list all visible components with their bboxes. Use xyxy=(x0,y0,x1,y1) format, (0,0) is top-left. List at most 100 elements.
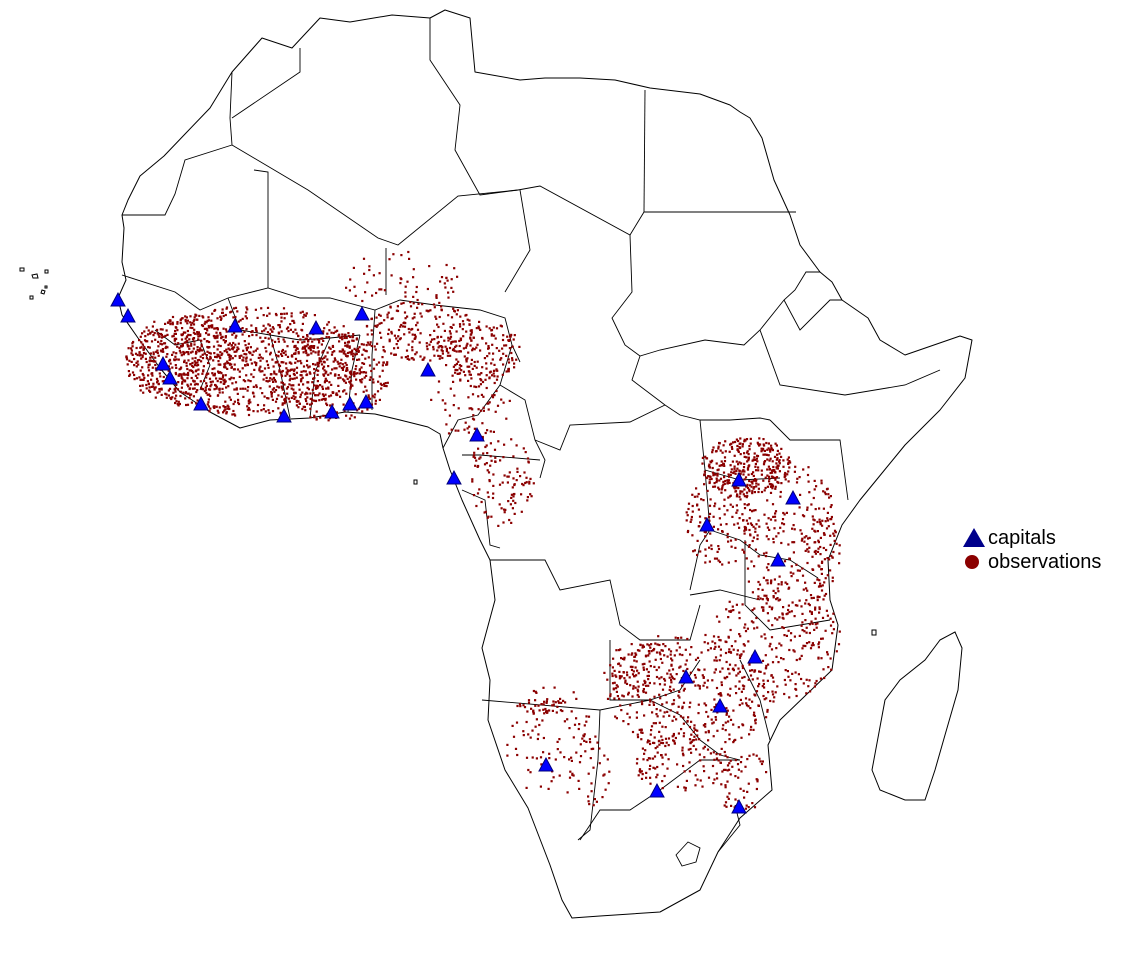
observation-point xyxy=(761,598,764,601)
observation-point xyxy=(399,282,402,285)
observation-point xyxy=(780,644,783,647)
observation-point xyxy=(161,348,164,351)
observation-point xyxy=(677,694,680,697)
observation-point xyxy=(581,737,584,740)
observation-point xyxy=(823,558,826,561)
observation-point xyxy=(272,376,275,380)
observation-point xyxy=(289,323,292,326)
observation-point xyxy=(487,495,490,499)
observation-point xyxy=(353,375,356,378)
observation-point xyxy=(458,372,462,375)
observation-point xyxy=(603,754,606,757)
observation-point xyxy=(767,691,770,694)
observation-point xyxy=(687,529,690,533)
observation-point xyxy=(259,370,262,373)
observation-point xyxy=(223,382,226,385)
observation-point xyxy=(222,314,225,318)
observation-point xyxy=(312,399,315,402)
observation-point xyxy=(747,782,750,785)
observation-point xyxy=(182,331,185,334)
observation-point xyxy=(467,431,470,434)
observation-point xyxy=(742,789,745,792)
observation-point xyxy=(425,345,429,348)
observation-point xyxy=(506,335,509,338)
observation-point xyxy=(205,373,208,376)
observation-point xyxy=(236,310,239,313)
observation-point xyxy=(778,616,781,619)
observation-point xyxy=(800,654,803,657)
observation-point xyxy=(503,344,506,347)
observation-point xyxy=(501,373,504,376)
observation-point xyxy=(275,354,278,357)
observation-point xyxy=(471,478,474,481)
observation-point xyxy=(510,438,513,441)
observation-point xyxy=(720,783,723,786)
observation-point xyxy=(698,753,701,756)
observation-point xyxy=(738,680,741,683)
observation-point xyxy=(735,674,738,677)
observation-point xyxy=(425,309,428,312)
observation-point xyxy=(670,663,673,666)
observation-point xyxy=(343,336,346,340)
observation-point xyxy=(134,352,138,355)
observation-point xyxy=(661,742,665,745)
observation-point xyxy=(441,350,444,353)
observation-point xyxy=(201,357,205,360)
observation-point xyxy=(698,515,702,518)
observation-point xyxy=(735,495,738,498)
observation-point xyxy=(224,328,228,331)
observation-point xyxy=(671,719,674,722)
observation-point xyxy=(643,662,646,665)
observation-point xyxy=(174,364,177,367)
observation-point xyxy=(214,336,217,339)
observation-point xyxy=(299,374,302,377)
observation-point xyxy=(552,700,555,703)
observation-point xyxy=(690,740,693,743)
observation-point xyxy=(718,659,721,662)
observation-point xyxy=(405,349,409,352)
observation-point xyxy=(678,653,681,656)
observation-point xyxy=(820,482,823,485)
observation-point xyxy=(694,658,698,661)
observation-point xyxy=(731,505,734,508)
observation-point xyxy=(751,490,754,493)
observation-point xyxy=(292,330,295,334)
observation-point xyxy=(260,340,263,343)
observation-point xyxy=(270,392,273,395)
observation-point xyxy=(314,394,317,397)
observation-point xyxy=(341,363,344,366)
observation-point xyxy=(322,374,326,377)
observation-point xyxy=(513,366,516,369)
observation-point xyxy=(719,654,722,657)
observation-point xyxy=(773,527,776,530)
observation-point xyxy=(749,674,753,677)
observation-point xyxy=(762,447,765,450)
observation-point xyxy=(247,400,250,403)
observation-point xyxy=(647,650,650,653)
observation-point xyxy=(192,323,196,326)
observation-point xyxy=(363,272,366,275)
observation-point xyxy=(743,478,746,481)
observation-point xyxy=(650,643,653,646)
observation-point xyxy=(191,357,194,360)
observation-point xyxy=(185,403,188,407)
observation-point xyxy=(189,315,192,318)
observation-point xyxy=(735,692,738,695)
observation-point xyxy=(306,392,309,395)
observation-point xyxy=(735,438,738,441)
observation-point xyxy=(228,363,232,366)
observation-point xyxy=(504,508,507,511)
observation-point xyxy=(741,443,744,446)
observation-point xyxy=(446,354,449,357)
observation-point xyxy=(715,481,718,484)
observation-point xyxy=(193,364,197,367)
observation-point xyxy=(266,314,269,317)
observation-point xyxy=(278,364,282,368)
observation-point xyxy=(744,765,747,768)
observation-point xyxy=(782,465,785,468)
observation-point xyxy=(345,363,348,367)
observation-point xyxy=(447,296,450,299)
observation-point xyxy=(767,663,770,666)
observation-point xyxy=(174,373,178,376)
observation-point xyxy=(181,333,184,336)
